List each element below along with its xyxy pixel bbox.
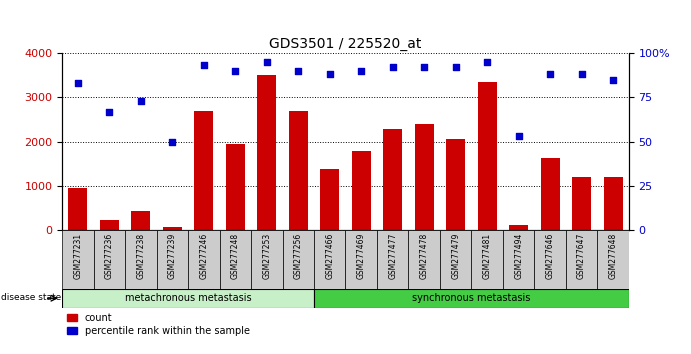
Bar bbox=[597, 230, 629, 289]
Text: metachronous metastasis: metachronous metastasis bbox=[125, 293, 252, 303]
Bar bbox=[226, 144, 245, 230]
Point bbox=[450, 64, 461, 70]
Text: GSM277253: GSM277253 bbox=[263, 233, 272, 279]
Point bbox=[324, 72, 335, 77]
Point bbox=[198, 63, 209, 68]
Bar bbox=[384, 129, 402, 230]
Title: GDS3501 / 225520_at: GDS3501 / 225520_at bbox=[269, 37, 422, 51]
Text: GSM277469: GSM277469 bbox=[357, 233, 366, 279]
Text: GSM277466: GSM277466 bbox=[325, 233, 334, 279]
Bar bbox=[471, 230, 503, 289]
Bar bbox=[446, 139, 465, 230]
Legend: count, percentile rank within the sample: count, percentile rank within the sample bbox=[67, 313, 249, 336]
Bar bbox=[251, 230, 283, 289]
Point bbox=[545, 72, 556, 77]
Bar bbox=[503, 230, 534, 289]
Text: GSM277239: GSM277239 bbox=[168, 233, 177, 279]
Point bbox=[419, 64, 430, 70]
Bar bbox=[62, 230, 94, 289]
Point bbox=[482, 59, 493, 65]
Bar bbox=[131, 211, 151, 230]
Bar bbox=[188, 230, 220, 289]
Bar bbox=[194, 110, 214, 230]
Point bbox=[607, 77, 618, 82]
Bar bbox=[94, 230, 125, 289]
Point bbox=[230, 68, 241, 74]
Bar bbox=[540, 158, 560, 230]
Bar bbox=[125, 230, 157, 289]
Point bbox=[576, 72, 587, 77]
Bar bbox=[314, 230, 346, 289]
Bar bbox=[604, 177, 623, 230]
Point bbox=[387, 64, 398, 70]
Bar bbox=[257, 75, 276, 230]
Bar bbox=[408, 230, 440, 289]
Text: GSM277479: GSM277479 bbox=[451, 233, 460, 279]
Text: GSM277248: GSM277248 bbox=[231, 233, 240, 279]
Point bbox=[513, 133, 524, 139]
Text: GSM277238: GSM277238 bbox=[136, 233, 145, 279]
Point bbox=[261, 59, 272, 65]
Text: GSM277481: GSM277481 bbox=[482, 233, 492, 279]
Bar bbox=[534, 230, 566, 289]
Bar bbox=[289, 110, 307, 230]
Bar bbox=[62, 289, 314, 308]
Point bbox=[104, 109, 115, 114]
Bar bbox=[157, 230, 188, 289]
Point bbox=[73, 80, 84, 86]
Text: GSM277646: GSM277646 bbox=[546, 233, 555, 279]
Bar bbox=[220, 230, 251, 289]
Bar bbox=[346, 230, 377, 289]
Bar bbox=[100, 220, 119, 230]
Text: GSM277231: GSM277231 bbox=[73, 233, 82, 279]
Bar bbox=[377, 230, 408, 289]
Text: GSM277648: GSM277648 bbox=[609, 233, 618, 279]
Bar bbox=[68, 188, 87, 230]
Text: GSM277256: GSM277256 bbox=[294, 233, 303, 279]
Point bbox=[167, 139, 178, 144]
Text: GSM277246: GSM277246 bbox=[199, 233, 209, 279]
Bar bbox=[440, 230, 471, 289]
Bar bbox=[321, 169, 339, 230]
Bar bbox=[509, 225, 528, 230]
Bar bbox=[572, 177, 591, 230]
Bar bbox=[352, 152, 370, 230]
Point bbox=[135, 98, 146, 104]
Bar bbox=[415, 124, 434, 230]
Point bbox=[293, 68, 304, 74]
Bar bbox=[477, 82, 497, 230]
Point bbox=[356, 68, 367, 74]
Text: GSM277647: GSM277647 bbox=[577, 233, 586, 279]
Text: disease state: disease state bbox=[1, 293, 61, 302]
Bar bbox=[283, 230, 314, 289]
Text: GSM277478: GSM277478 bbox=[419, 233, 428, 279]
Text: GSM277494: GSM277494 bbox=[514, 233, 523, 279]
Bar bbox=[314, 289, 629, 308]
Text: GSM277236: GSM277236 bbox=[105, 233, 114, 279]
Bar bbox=[163, 227, 182, 230]
Text: GSM277477: GSM277477 bbox=[388, 233, 397, 279]
Text: synchronous metastasis: synchronous metastasis bbox=[413, 293, 531, 303]
Bar bbox=[566, 230, 597, 289]
